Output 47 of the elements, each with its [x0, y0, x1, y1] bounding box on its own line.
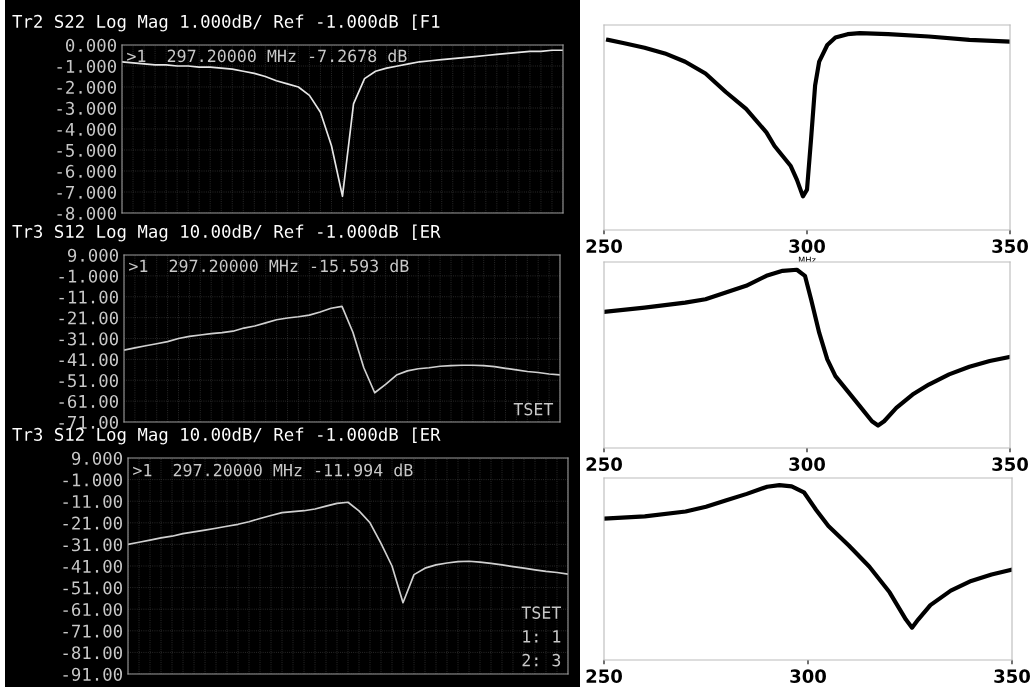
annotation: >1 297.20000 MHz -15.593 dB — [129, 259, 409, 273]
y-tick-label: -31.00 — [59, 332, 119, 346]
y-tick-label: -81.00 — [63, 646, 123, 660]
y-tick-label: -51.00 — [59, 374, 119, 388]
x-tick-label: 350 — [994, 669, 1030, 683]
y-tick-label: -2.000 — [57, 80, 117, 94]
x-tick-label: 300 — [789, 239, 825, 253]
annotation: 2: 3 — [522, 653, 561, 667]
x-tick-label: 350 — [992, 239, 1028, 253]
chart-title: Tr2 S22 Log Mag 1.000dB/ Ref -1.000dB [F1 — [12, 14, 440, 32]
y-tick-label: -11.00 — [63, 494, 123, 509]
y-tick-label: -5.000 — [57, 143, 117, 157]
y-tick-label: -1.000 — [57, 59, 117, 73]
annotation: >1 297.20000 MHz -11.994 dB — [133, 463, 413, 477]
annotation: TSET — [513, 402, 554, 416]
y-tick-label: -1.000 — [63, 473, 123, 487]
x-tick-label: 250 — [586, 669, 622, 683]
y-tick-label: -41.00 — [63, 559, 123, 573]
chart-title: Tr3 S12 Log Mag 10.00dB/ Ref -1.000dB [ER — [12, 224, 441, 242]
annotation: TSET — [521, 606, 562, 619]
y-tick-label: -71.00 — [59, 415, 119, 429]
y-tick-label: -51.00 — [63, 581, 123, 595]
x-tick-label: 250 — [586, 457, 622, 471]
y-tick-label: -61.00 — [63, 602, 123, 617]
x-tick-label: 300 — [789, 457, 825, 471]
y-tick-label: 0.000 — [66, 38, 117, 52]
y-tick-label: -11.00 — [59, 290, 119, 304]
y-tick-label: -6.000 — [57, 164, 117, 178]
y-tick-label: -21.00 — [63, 516, 123, 530]
x-tick-label: 250 — [586, 239, 622, 253]
x-tick-label: 350 — [992, 457, 1028, 471]
y-tick-label: -91.00 — [63, 667, 123, 681]
annotation: 1: 1 — [523, 630, 561, 643]
annotation: >1 297.20000 MHz -7.2678 dB — [127, 49, 407, 63]
y-tick-label: -41.00 — [59, 353, 119, 367]
y-tick-label: -71.00 — [63, 624, 123, 638]
y-tick-label: -8.000 — [57, 206, 117, 220]
y-tick-label: -4.000 — [57, 122, 117, 136]
y-tick-label: 9.000 — [67, 248, 119, 262]
x-tick-label: 300 — [790, 669, 826, 683]
y-tick-label: 9.000 — [71, 451, 123, 465]
y-tick-label: -21.00 — [59, 311, 119, 325]
y-tick-label: -1.000 — [59, 269, 119, 283]
y-tick-label: -3.000 — [57, 101, 117, 115]
y-tick-label: -31.00 — [63, 538, 123, 552]
y-tick-label: -7.000 — [57, 185, 117, 199]
y-tick-label: -61.00 — [59, 394, 119, 409]
